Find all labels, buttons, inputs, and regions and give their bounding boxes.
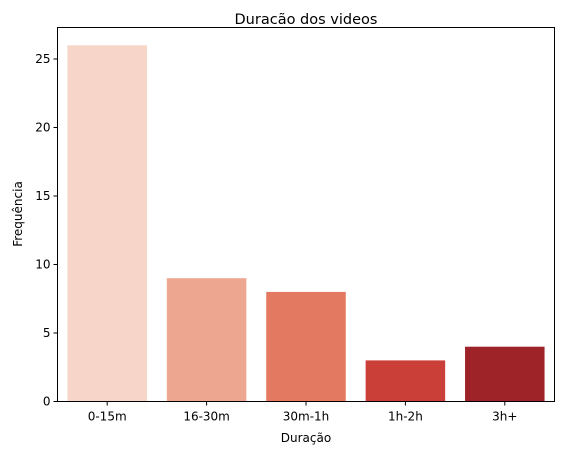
y-tick-label: 5 — [43, 326, 51, 340]
x-tick-label: 1h-2h — [388, 410, 423, 424]
y-axis-label: Frequência — [11, 181, 25, 247]
y-tick-label: 10 — [35, 258, 50, 272]
bars-group — [67, 45, 545, 402]
x-axis-label: Duração — [281, 431, 331, 445]
x-tick-label: 0-15m — [88, 410, 127, 424]
bar-0-15m — [67, 45, 147, 402]
x-tick-label: 3h+ — [492, 410, 517, 424]
x-tick-label: 30m-1h — [283, 410, 330, 424]
y-tick-label: 0 — [43, 395, 51, 409]
y-tick-label: 25 — [35, 52, 50, 66]
chart-title: Duracão dos videos — [235, 12, 378, 28]
bar-3h+ — [465, 346, 545, 402]
x-tick-label: 16-30m — [183, 410, 230, 424]
bar-30m-1h — [266, 291, 346, 402]
x-axis: 0-15m 16-30m 30m-1h 1h-2h 3h+ — [88, 401, 517, 424]
y-axis: 0 5 10 15 20 25 — [35, 52, 58, 409]
bar-16-30m — [166, 278, 247, 402]
y-tick-label: 15 — [35, 189, 50, 203]
y-tick-label: 20 — [35, 121, 50, 135]
bar-1h-2h — [365, 360, 446, 402]
